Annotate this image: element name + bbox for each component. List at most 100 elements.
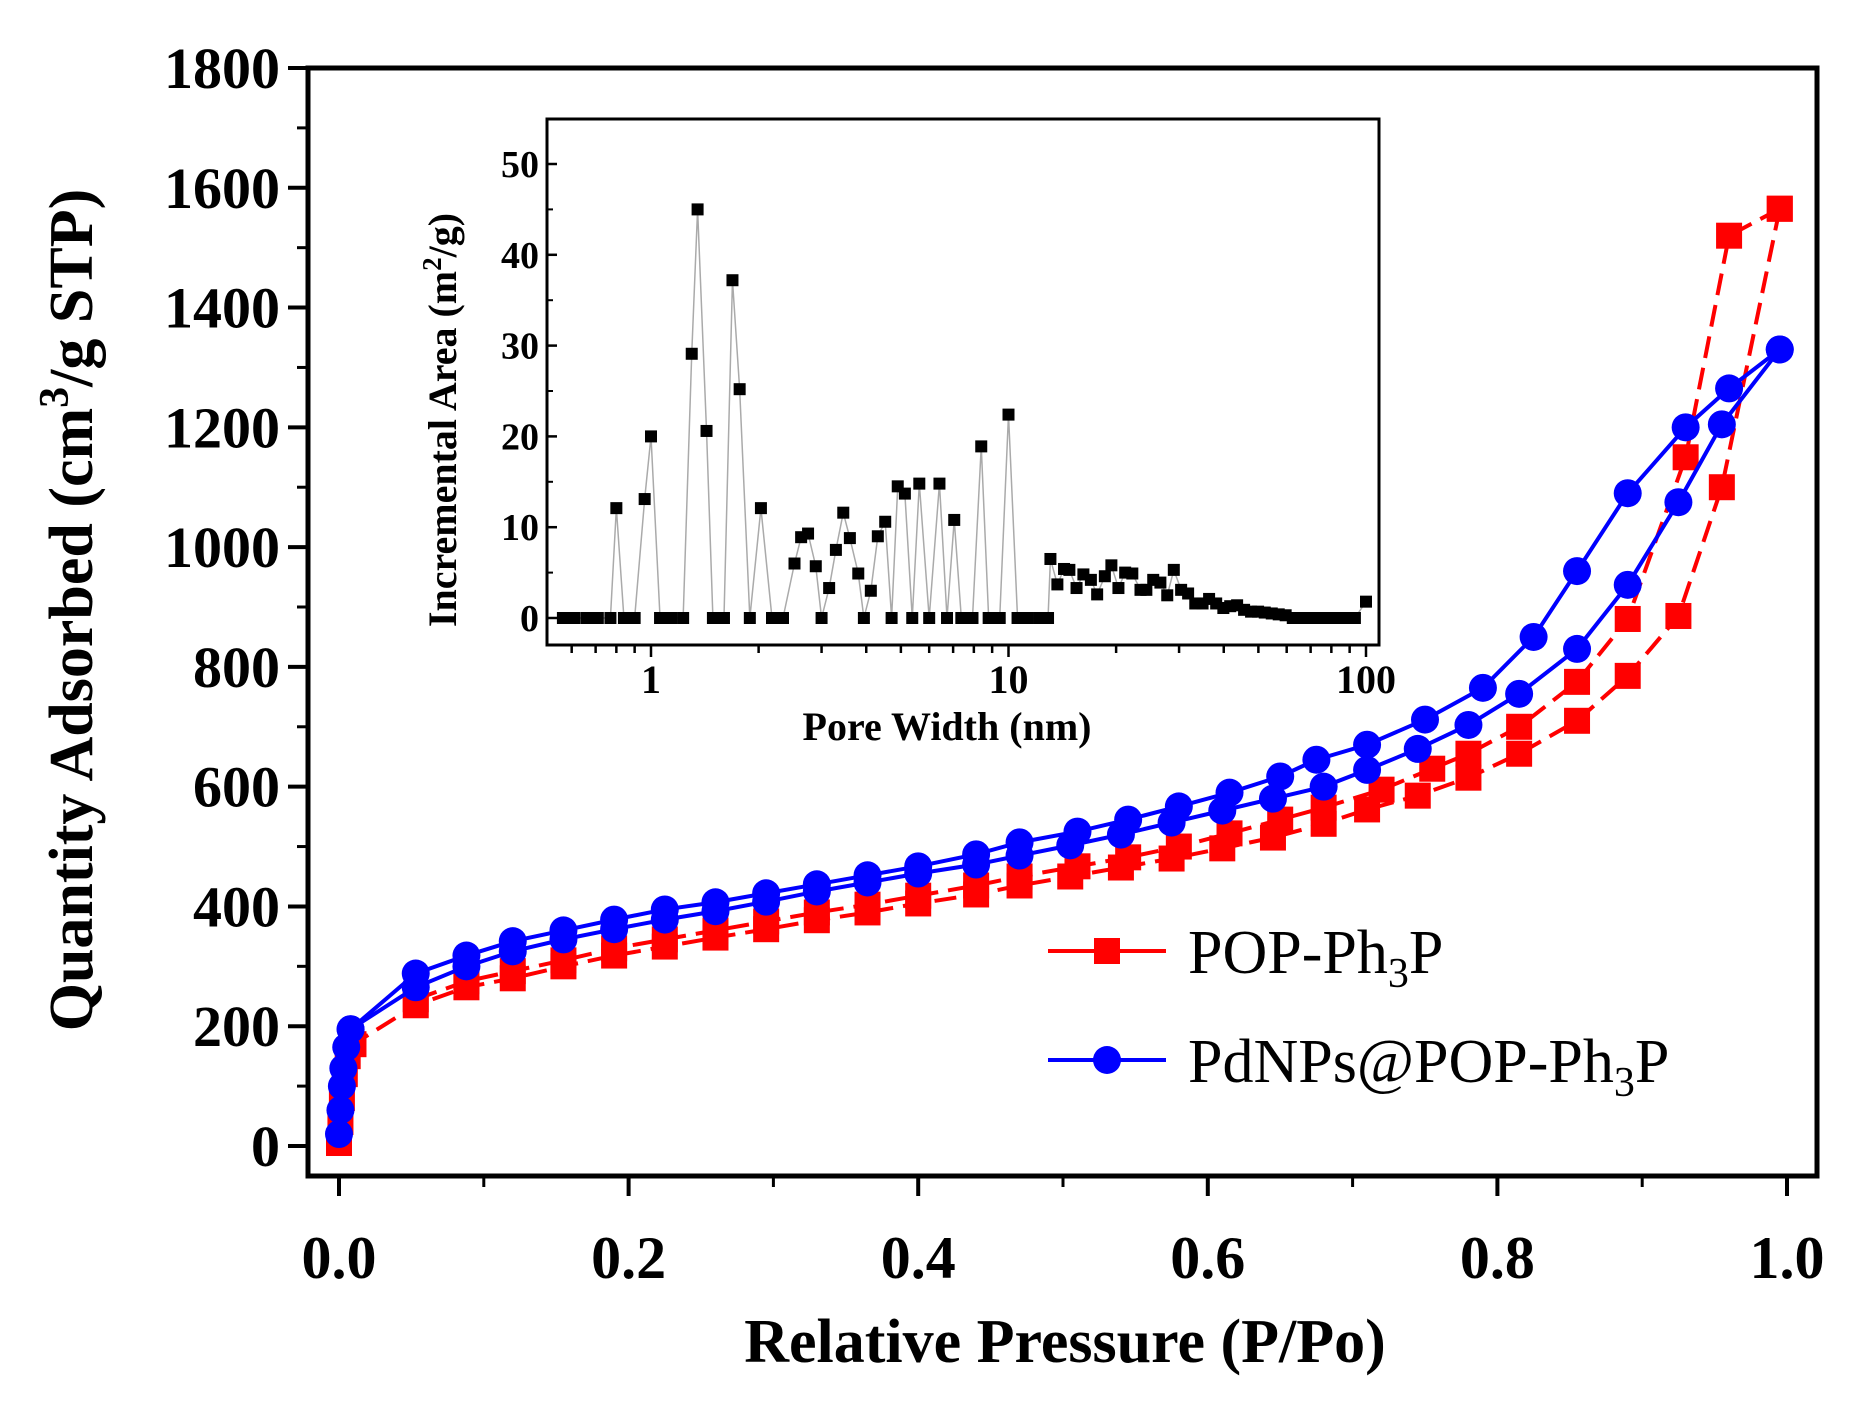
adsorption-marker [1708, 474, 1735, 501]
inset-marker [1021, 612, 1034, 624]
inset-marker [617, 612, 630, 624]
desorption-marker [1165, 833, 1192, 860]
inset-marker [852, 567, 865, 580]
adsorption-line [337, 208, 1782, 1144]
inset-marker [691, 203, 704, 216]
inset-y-axis-title: Incremental Area (m2/g) [417, 213, 465, 627]
x-tick-label: 0.0 [302, 1225, 377, 1291]
inset-marker [879, 515, 892, 528]
inset-x-tick-label: 10 [989, 657, 1029, 702]
inset-marker [776, 612, 789, 624]
y-tick-label: 0 [251, 1114, 280, 1179]
adsorption-line [337, 348, 1782, 1135]
desorption-marker [401, 959, 430, 988]
inset-marker [610, 502, 623, 515]
adsorption-marker [1664, 488, 1693, 517]
inset-marker [1140, 583, 1153, 596]
inset-marker [815, 612, 828, 624]
inset-marker [685, 347, 698, 360]
inset-marker [1063, 563, 1076, 576]
adsorption-marker [1309, 772, 1338, 801]
desorption-marker [1164, 792, 1193, 821]
inset-marker [1044, 552, 1057, 565]
inset-marker [1161, 589, 1174, 602]
inset-marker [955, 612, 968, 624]
legend-item: PdNPs@POP-Ph3P [1048, 1028, 1669, 1106]
inset-marker [906, 612, 919, 624]
inset-marker [923, 612, 936, 624]
adsorption-marker [1404, 782, 1431, 809]
desorption-marker [904, 852, 933, 881]
inset-marker [802, 527, 815, 540]
inset-marker [726, 274, 739, 287]
inset-marker [556, 612, 569, 624]
y-tick-label: 1600 [164, 156, 280, 221]
inset-pore-distribution: 0 10 20 30 40 50 1 10 100 Pore Width (nm) Incremen… [417, 117, 1396, 749]
x-axis-title: Relative Pressure (P/Po) [744, 1308, 1386, 1376]
inset-marker [843, 532, 856, 545]
adsorption-marker [1707, 410, 1736, 439]
inset-marker [823, 582, 836, 595]
x-tick-label: 0.2 [591, 1225, 666, 1291]
x-tick-label: 1.0 [1750, 1225, 1825, 1291]
inset-marker [1091, 588, 1104, 601]
inset-y-tick-label: 40 [501, 235, 539, 277]
inset-y-tick-label: 50 [501, 144, 539, 186]
inset-y-tick-label: 20 [501, 416, 539, 458]
y-tick-label: 400 [193, 874, 280, 939]
inset-marker [1011, 612, 1024, 624]
adsorption-marker [1614, 662, 1641, 689]
inset-marker [591, 612, 604, 624]
desorption-marker [1005, 828, 1034, 857]
desorption-marker [1563, 557, 1592, 586]
desorption-marker [650, 895, 679, 924]
inset-marker [1348, 612, 1361, 624]
desorption-marker [752, 879, 781, 908]
desorption-marker [701, 888, 730, 917]
adsorption-marker [1506, 740, 1533, 767]
desorption-marker [498, 927, 527, 956]
desorption-marker [802, 870, 831, 899]
inset-marker [993, 612, 1006, 624]
inset-marker [1105, 559, 1118, 572]
inset-marker [982, 612, 995, 624]
x-tick-label: 0.8 [1460, 1225, 1535, 1291]
inset-marker [948, 513, 961, 526]
inset-marker [885, 612, 898, 624]
y-tick-label: 200 [193, 994, 280, 1059]
inset-marker [1126, 567, 1139, 580]
inset-marker [700, 424, 713, 437]
y-axis-title: Quantity Adsorbed (cm3/g STP) [32, 189, 106, 1032]
inset-marker [638, 493, 651, 506]
adsorption-marker [1258, 784, 1287, 813]
inset-marker [677, 612, 690, 624]
inset-marker [580, 612, 593, 624]
desorption-marker [1215, 778, 1244, 807]
inset-marker [898, 487, 911, 500]
desorption-marker [1353, 730, 1382, 759]
inset-marker [837, 506, 850, 519]
desorption-marker [600, 905, 629, 934]
legend-circle-marker [1093, 1046, 1121, 1074]
desorption-marker [549, 916, 578, 945]
inset-marker [604, 612, 617, 624]
inset-frame [545, 117, 1381, 647]
y-tick-label: 800 [193, 635, 280, 700]
inset-y-tick-label: 30 [501, 326, 539, 368]
inset-y-tick-label: 0 [520, 598, 539, 640]
inset-marker [1360, 595, 1372, 608]
inset-marker [864, 584, 877, 597]
inset-marker [1051, 578, 1064, 591]
adsorption-marker [326, 1096, 355, 1125]
legend-label: POP-Ph3P [1188, 919, 1443, 997]
desorption-marker [1266, 762, 1295, 791]
inset-marker [829, 543, 842, 556]
inset-x-tick-label: 100 [1336, 657, 1396, 702]
adsorption-marker [1455, 764, 1482, 791]
adsorption-marker [325, 1120, 353, 1149]
inset-marker [628, 612, 641, 624]
adsorption-marker [1454, 710, 1483, 739]
desorption-marker [1519, 622, 1548, 651]
